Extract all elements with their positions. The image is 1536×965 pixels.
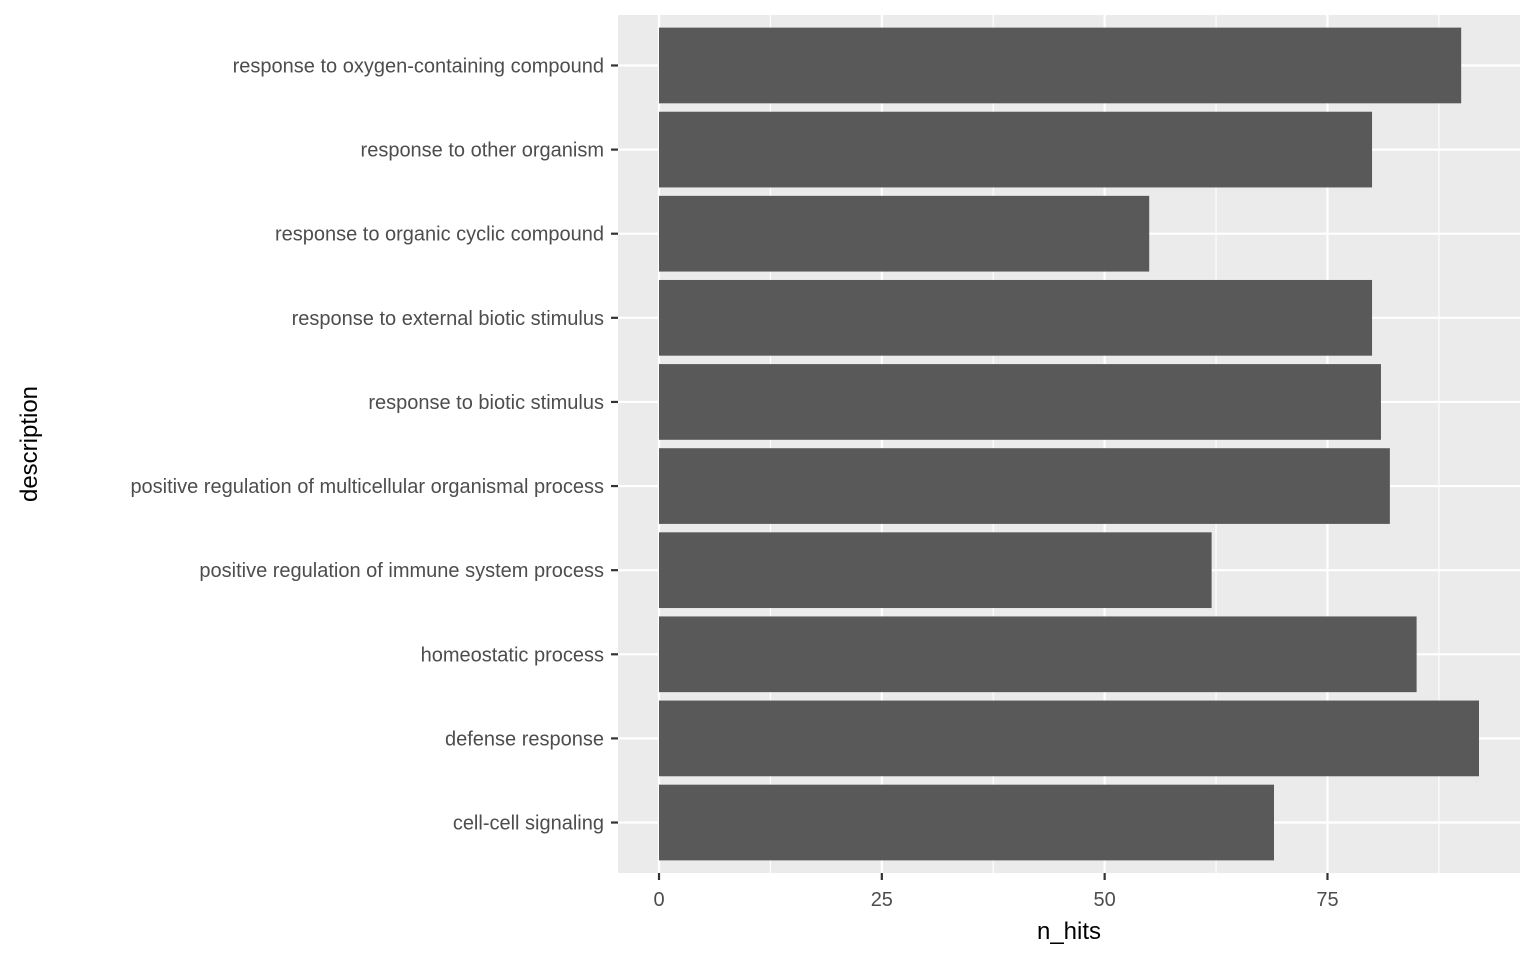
y-tick-label: response to biotic stimulus <box>368 392 604 414</box>
x-tick-label: 75 <box>1316 889 1338 911</box>
y-tick-label: homeostatic process <box>421 644 604 666</box>
bar <box>659 532 1212 609</box>
bar <box>659 784 1274 861</box>
x-axis: 0 25 50 75 <box>653 873 1339 911</box>
bar <box>659 364 1381 440</box>
x-tick-label: 0 <box>653 889 664 911</box>
bar <box>659 111 1373 188</box>
bar <box>659 27 1462 104</box>
y-tick-label: response to other organism <box>361 140 604 162</box>
y-axis: response to oxygen-containing compound re… <box>130 55 618 835</box>
bars <box>659 27 1479 861</box>
y-tick-label: cell-cell signaling <box>453 813 604 835</box>
x-tick-label: 50 <box>1094 889 1116 911</box>
y-tick-label: defense response <box>445 728 604 750</box>
bar <box>659 279 1373 356</box>
x-axis-title: n_hits <box>1037 918 1101 945</box>
y-tick-label: response to organic cyclic compound <box>275 224 604 246</box>
y-tick-label: positive regulation of multicellular org… <box>130 476 604 498</box>
bar <box>659 616 1417 693</box>
y-tick-label: positive regulation of immune system pro… <box>199 560 604 582</box>
y-tick-label: response to external biotic stimulus <box>292 308 604 330</box>
bar <box>659 700 1479 777</box>
bar <box>659 195 1150 272</box>
y-axis-title: description <box>16 386 43 502</box>
x-tick-label: 25 <box>871 889 893 911</box>
bar <box>659 448 1390 524</box>
y-tick-label: response to oxygen-containing compound <box>233 55 604 77</box>
